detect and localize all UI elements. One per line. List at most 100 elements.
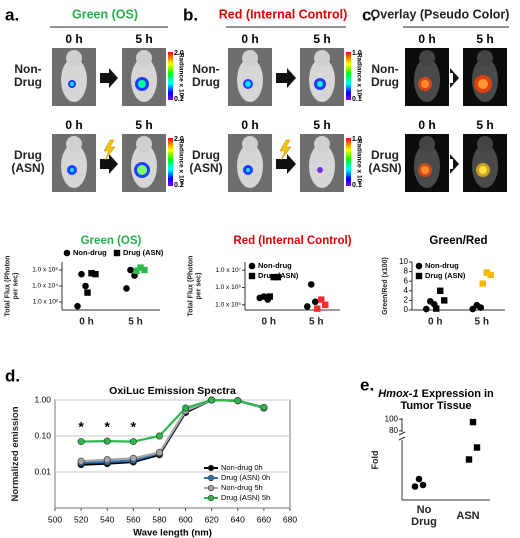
y-tick-label: 10	[399, 257, 408, 266]
legend-marker	[415, 262, 423, 270]
arrow	[276, 68, 296, 88]
data-point	[318, 296, 325, 303]
axis-break	[398, 431, 406, 436]
data-point	[103, 437, 111, 445]
legend-label: Drug (ASN)	[425, 271, 466, 280]
mouse-head	[66, 50, 82, 66]
data-point	[103, 456, 111, 464]
legend-marker	[415, 272, 423, 280]
row-label: Drug (ASN)	[189, 147, 223, 175]
time-label: 5 h	[135, 32, 152, 46]
data-point	[307, 281, 315, 288]
colorbar-unit: Radiance x 10⁶	[355, 139, 362, 185]
time-label: 5 h	[135, 118, 152, 132]
title-gene: Hmox-1	[378, 387, 419, 400]
colorbar-min: 0.2	[174, 96, 184, 103]
data-point	[465, 456, 473, 463]
signal-core	[70, 82, 74, 86]
y-axis-label: Green/Red (x100)	[382, 257, 390, 315]
series-line	[81, 398, 265, 443]
signal-core	[479, 166, 487, 174]
data-point	[469, 418, 477, 426]
legend-marker	[207, 494, 215, 502]
y-tick-label: 1.0 x 10⁶	[215, 284, 241, 291]
y-tick-label: 1.0 x 10⁴	[32, 283, 58, 290]
x-tick-label: 580	[152, 514, 166, 524]
panel-label: b.	[183, 5, 198, 24]
colorbar-unit: Radiance x 10⁶	[355, 53, 362, 99]
data-point	[208, 396, 216, 404]
row-label: Non-Drug	[14, 61, 42, 89]
data-point	[155, 448, 163, 456]
legend-label: Drug (ASN) 5h	[221, 493, 270, 502]
data-point	[123, 285, 130, 292]
y-tick-label: 0.10	[34, 430, 51, 440]
mouse-body	[61, 58, 87, 102]
chart-label: e.	[360, 375, 374, 394]
x-tick-label: 500	[48, 514, 62, 524]
data-point	[483, 269, 490, 276]
x-tick-label: 5 h	[128, 316, 143, 328]
data-point	[84, 289, 91, 296]
panel-label: c.	[362, 5, 376, 24]
data-point	[311, 298, 319, 306]
axis-break	[398, 436, 406, 441]
row-label: Drug (ASN)	[11, 147, 45, 175]
legend-label: Drug (ASN)	[123, 248, 164, 257]
mouse-head	[477, 50, 493, 66]
legend-marker	[207, 484, 215, 492]
y-tick-label: 8	[404, 267, 409, 276]
data-point	[127, 266, 134, 274]
colorbar	[346, 52, 351, 100]
data-point	[256, 294, 264, 302]
x-tick-label: 620	[205, 514, 219, 524]
y-axis-label: Total Flux (Photon per sec)	[4, 255, 19, 317]
row-label: Non-Drug	[371, 61, 399, 89]
chart-title: Red (Internal Control)	[233, 235, 351, 247]
panel-title: Overlay (Pseudo Color)	[371, 7, 510, 21]
x-tick-label: 5 h	[309, 316, 324, 328]
data-point	[92, 270, 99, 278]
mouse-head	[419, 136, 435, 152]
x-tick-label: 0 h	[261, 316, 276, 328]
colorbar-max: 2.0	[174, 50, 184, 57]
data-point	[141, 266, 148, 274]
colorbar-min: 0.2	[174, 182, 184, 189]
data-point	[411, 483, 419, 490]
x-tick-label: 540	[100, 514, 114, 524]
mouse-head	[314, 50, 330, 66]
signal-core	[478, 79, 488, 89]
x-tick-label: 5 h	[474, 316, 489, 328]
data-point	[422, 305, 430, 313]
time-label: 5 h	[476, 32, 493, 46]
data-point	[155, 432, 163, 440]
signal-core	[317, 81, 323, 87]
row-label: Non-Drug	[192, 61, 220, 89]
lightning	[279, 139, 292, 161]
colorbar-unit: Radiance x 10⁶	[177, 53, 184, 99]
time-label: 5 h	[476, 118, 493, 132]
data-point	[322, 301, 329, 308]
mouse-head	[477, 136, 493, 152]
mouse-head	[66, 136, 82, 152]
data-point	[137, 264, 144, 271]
data-point	[433, 305, 440, 312]
data-point	[182, 404, 190, 412]
time-label: 5 h	[313, 118, 330, 132]
y-tick-label: 6	[404, 276, 409, 285]
y-tick-label: 100	[385, 414, 399, 423]
time-label: 0 h	[418, 32, 435, 46]
data-point	[479, 280, 486, 287]
panel-label: a.	[5, 5, 19, 24]
arrow	[450, 154, 459, 174]
panel-title: Red (Internal Control)	[219, 7, 347, 21]
colorbar-min: 0.1	[352, 182, 362, 189]
arrow	[276, 154, 296, 174]
x-tick-label: 560	[126, 514, 140, 524]
mouse-head	[419, 50, 435, 66]
legend-marker	[248, 262, 256, 270]
legend-label: Drug (ASN) 0h	[221, 473, 270, 482]
data-point	[129, 438, 137, 446]
annotation: *	[131, 418, 137, 434]
